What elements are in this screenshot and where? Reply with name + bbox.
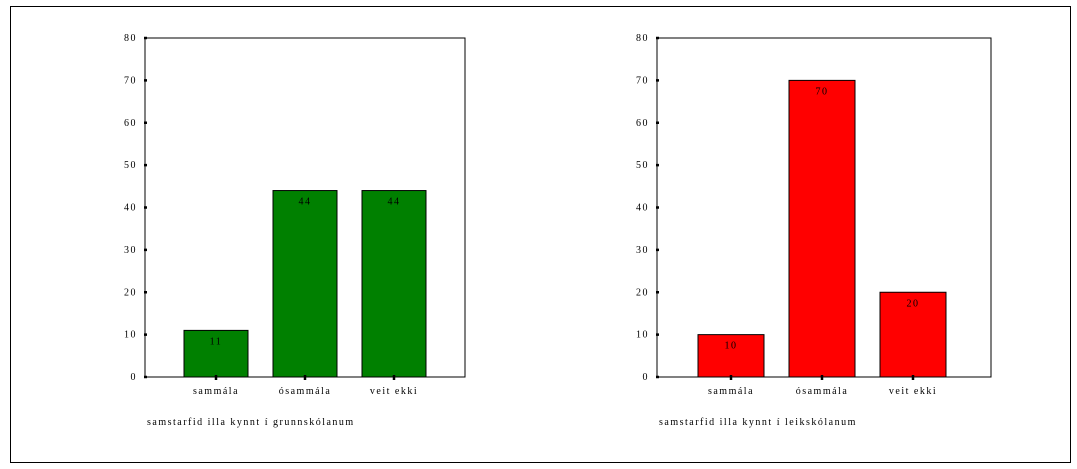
- bar: [272, 190, 338, 378]
- y-tick-label: 70: [636, 75, 649, 86]
- bar-data-label: 70: [816, 86, 829, 97]
- bar: [879, 291, 947, 378]
- y-tick-label: 50: [636, 160, 649, 171]
- y-tick-label: 60: [636, 118, 649, 129]
- x-tick-label: ósammála: [279, 386, 332, 397]
- x-axis-label: samstarfid illa kynnt í leikskólanum: [659, 417, 857, 428]
- bar: [361, 190, 427, 378]
- y-tick-label: 0: [131, 372, 138, 383]
- x-tick-label: ósammála: [796, 386, 849, 397]
- y-tick-label: 80: [124, 33, 137, 44]
- charts-canvas: 0 10 20 30 40 50 60 70 80 11 sammála 44 ósammála 44 ve…: [124, 33, 992, 428]
- x-tick-label: sammála: [708, 386, 754, 397]
- figure-frame: 0 10 20 30 40 50 60 70 80 11 sammála 44 ósammála 44 ve…: [10, 6, 1071, 463]
- x-tick-label: sammála: [193, 386, 239, 397]
- y-tick-label: 40: [636, 203, 649, 214]
- bar-data-label: 44: [299, 197, 312, 208]
- chart-1: 0 10 20 30 40 50 60 70 80 11 sammála 44 ósammála 44 ve…: [124, 33, 466, 428]
- y-tick-label: 10: [124, 330, 137, 341]
- y-tick-label: 40: [124, 203, 137, 214]
- bar: [183, 329, 249, 378]
- x-tick-label: veit ekki: [889, 386, 937, 397]
- x-axis-label: samstarfid illa kynnt í grunnskólanum: [147, 417, 355, 428]
- y-tick-label: 60: [124, 118, 137, 129]
- y-tick-label: 20: [636, 287, 649, 298]
- y-tick-label: 0: [643, 372, 650, 383]
- y-tick-label: 10: [636, 330, 649, 341]
- bar-data-label: 44: [388, 197, 401, 208]
- bar: [788, 79, 856, 378]
- bar: [697, 334, 765, 378]
- bar-data-label: 20: [907, 298, 920, 309]
- x-tick-label: veit ekki: [370, 386, 418, 397]
- y-tick-label: 30: [636, 245, 649, 256]
- bar-data-label: 11: [210, 336, 223, 347]
- y-tick-label: 80: [636, 33, 649, 44]
- chart-2: 0 10 20 30 40 50 60 70 80 10 sammála 70 ósammála 20 ve…: [636, 33, 992, 428]
- y-tick-label: 70: [124, 75, 137, 86]
- y-tick-label: 30: [124, 245, 137, 256]
- bar-data-label: 10: [725, 341, 738, 352]
- y-tick-label: 50: [124, 160, 137, 171]
- y-tick-label: 20: [124, 287, 137, 298]
